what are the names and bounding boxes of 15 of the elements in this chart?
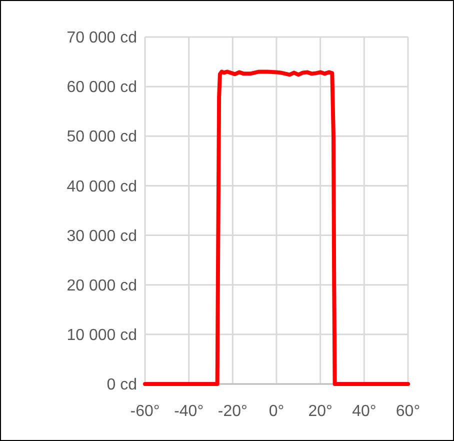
- x-tick-label: 40°: [352, 403, 376, 420]
- x-tick-label: 0°: [268, 403, 284, 420]
- y-tick-label: 60 000 cd: [66, 79, 137, 96]
- y-tick-label: 40 000 cd: [66, 178, 137, 196]
- x-tick-label: -40°: [174, 403, 204, 420]
- y-tick-label: 0 cd: [106, 376, 137, 394]
- x-tick-label: 60°: [396, 403, 420, 420]
- x-tick-label: -60°: [130, 403, 160, 420]
- y-tick-label: 20 000 cd: [66, 277, 137, 294]
- y-tick-label: 30 000 cd: [66, 228, 137, 245]
- x-tick-label: -20°: [218, 403, 248, 420]
- x-tick-label: 20°: [308, 403, 332, 420]
- y-tick-label: 50 000 cd: [66, 128, 137, 146]
- y-tick-label: 70 000 cd: [66, 30, 137, 47]
- y-tick-label: 10 000 cd: [66, 327, 137, 344]
